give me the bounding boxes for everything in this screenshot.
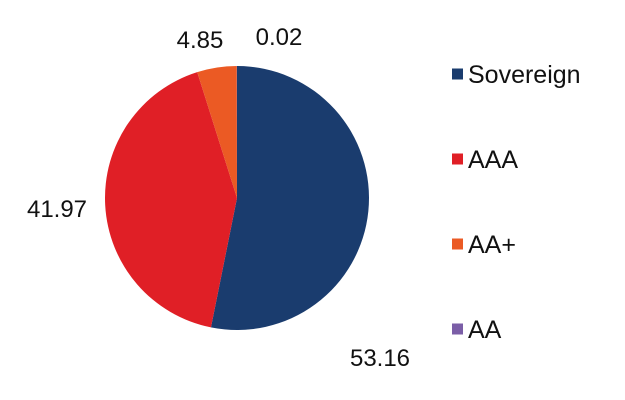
legend: Sovereign AAA AA+ AA	[452, 61, 581, 344]
pie-slices	[105, 66, 369, 330]
legend-item-aa: AA	[452, 316, 502, 344]
pie-slice-aaa	[105, 72, 237, 328]
data-label-aaa: 41.97	[27, 196, 87, 223]
legend-item-aa: AA+	[452, 231, 516, 259]
legend-label-sovereign: Sovereign	[468, 61, 581, 89]
data-label-aa: 4.85	[177, 27, 224, 54]
legend-swatch-aa	[452, 238, 463, 250]
data-labels: 53.16 41.97 4.85 0.02	[27, 24, 410, 372]
legend-swatch-aa	[452, 323, 463, 335]
pie-slice-sovereign	[210, 66, 369, 330]
data-label-sovereign: 53.16	[350, 345, 410, 372]
legend-swatch-aaa	[452, 153, 463, 165]
legend-label-aaa: AAA	[468, 146, 518, 174]
pie-slice-aa	[197, 66, 237, 198]
data-label-aa: 0.02	[256, 24, 303, 51]
legend-swatch-sovereign	[452, 68, 463, 80]
legend-label-aa: AA	[468, 316, 502, 344]
legend-item-aaa: AAA	[452, 146, 518, 174]
legend-item-sovereign: Sovereign	[452, 61, 581, 89]
legend-label-aa: AA+	[468, 231, 516, 259]
